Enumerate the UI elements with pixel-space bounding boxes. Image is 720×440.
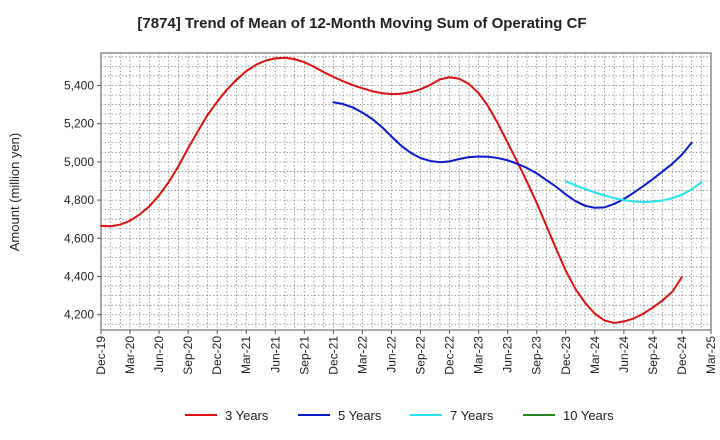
y-tick-label: 5,200 <box>64 117 94 131</box>
y-tick-label: 5,000 <box>64 155 94 169</box>
x-tick-label: Dec-21 <box>326 336 340 375</box>
series-line-3-years <box>100 56 683 324</box>
x-tick-label: Jun-22 <box>384 336 398 373</box>
series-lines <box>100 56 703 324</box>
x-tick-label: Mar-24 <box>588 336 602 374</box>
x-tick-label: Mar-20 <box>123 336 137 374</box>
x-tick-label: Sep-23 <box>530 336 544 375</box>
x-tick-label: Mar-22 <box>355 336 369 374</box>
legend-label-5-years: 5 Years <box>338 408 382 423</box>
y-tick-label: 4,200 <box>64 308 94 322</box>
y-tick-label: 4,800 <box>64 193 94 207</box>
y-axis-label: Amount (million yen) <box>7 133 22 252</box>
x-tick-label: Dec-20 <box>210 336 224 375</box>
y-tick-label: 4,400 <box>64 270 94 284</box>
x-tick-label: Sep-21 <box>297 336 311 375</box>
y-tick-label: 5,400 <box>64 78 94 92</box>
series-line-7-years <box>564 180 703 204</box>
x-tick-label: Mar-25 <box>704 336 718 374</box>
legend-label-3-years: 3 Years <box>225 408 269 423</box>
legend: 3 Years 5 Years 7 Years 10 Years <box>185 408 614 423</box>
plot-area <box>100 52 712 331</box>
legend-label-10-years: 10 Years <box>563 408 614 423</box>
series-line-5-years <box>332 101 693 209</box>
x-axis-ticks: Dec-19 Mar-20 Jun-20 Sep-20 Dec-20 Mar-21 Jun-… <box>94 330 718 375</box>
x-tick-label: Mar-23 <box>472 336 486 374</box>
chart-title: [7874] Trend of Mean of 12-Month Moving … <box>137 15 586 32</box>
x-tick-label: Jun-21 <box>268 336 282 373</box>
x-tick-label: Sep-22 <box>414 336 428 375</box>
y-axis-ticks: 4,200 4,400 4,600 4,800 5,000 5,200 5,400 <box>64 78 101 322</box>
x-tick-label: Sep-20 <box>181 336 195 375</box>
x-tick-label: Jun-24 <box>617 336 631 373</box>
x-tick-label: Sep-24 <box>646 336 660 375</box>
x-tick-label: Jun-20 <box>152 336 166 373</box>
x-tick-label: Dec-24 <box>675 336 689 375</box>
x-tick-label: Dec-23 <box>559 336 573 375</box>
legend-label-7-years: 7 Years <box>450 408 494 423</box>
x-tick-label: Dec-22 <box>443 336 457 375</box>
x-tick-label: Mar-21 <box>239 336 253 374</box>
y-tick-label: 4,600 <box>64 231 94 245</box>
x-tick-label: Dec-19 <box>94 336 108 375</box>
grid-lines <box>101 53 711 330</box>
x-tick-label: Jun-23 <box>501 336 515 373</box>
